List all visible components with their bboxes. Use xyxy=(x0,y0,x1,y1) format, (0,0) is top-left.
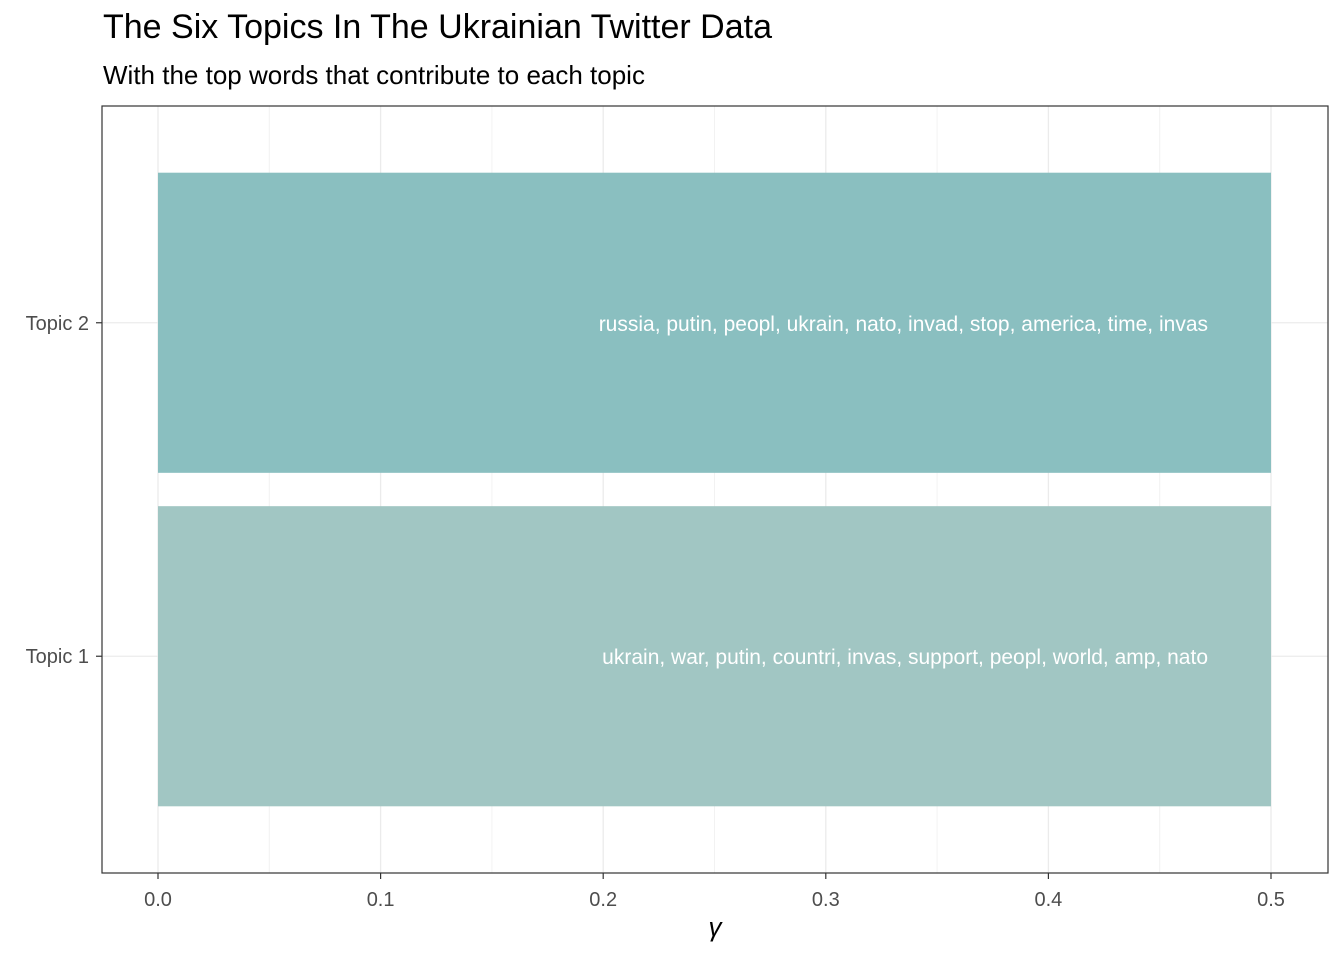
x-tick-label: 0.1 xyxy=(367,889,395,911)
plot-panel-border xyxy=(101,105,1329,874)
bar-label-topic-2: russia, putin, peopl, ukrain, nato, inva… xyxy=(599,313,1208,336)
x-tick-label: 0.5 xyxy=(1257,889,1285,911)
bar-topic-2 xyxy=(158,172,1271,473)
bar-topic-1 xyxy=(158,506,1271,807)
y-tick-label: Topic 1 xyxy=(26,646,89,668)
y-tick-label: Topic 2 xyxy=(26,313,89,335)
x-tick-label: 0.0 xyxy=(144,889,172,911)
x-axis-label: γ xyxy=(709,912,724,942)
x-tick-label: 0.4 xyxy=(1034,889,1062,911)
x-axis: 0.0 0.1 0.2 0.3 0.4 0.5 xyxy=(144,873,1285,911)
chart-title: The Six Topics In The Ukrainian Twitter … xyxy=(103,8,772,46)
x-tick-label: 0.2 xyxy=(589,889,617,911)
bars-group: ukrain, war, putin, countri, invas, supp… xyxy=(158,172,1271,807)
bar-label-topic-1: ukrain, war, putin, countri, invas, supp… xyxy=(602,646,1208,669)
x-tick-label: 0.3 xyxy=(812,889,840,911)
chart-subtitle: With the top words that contribute to ea… xyxy=(103,60,645,90)
y-axis: Topic 1 Topic 2 xyxy=(26,313,102,668)
